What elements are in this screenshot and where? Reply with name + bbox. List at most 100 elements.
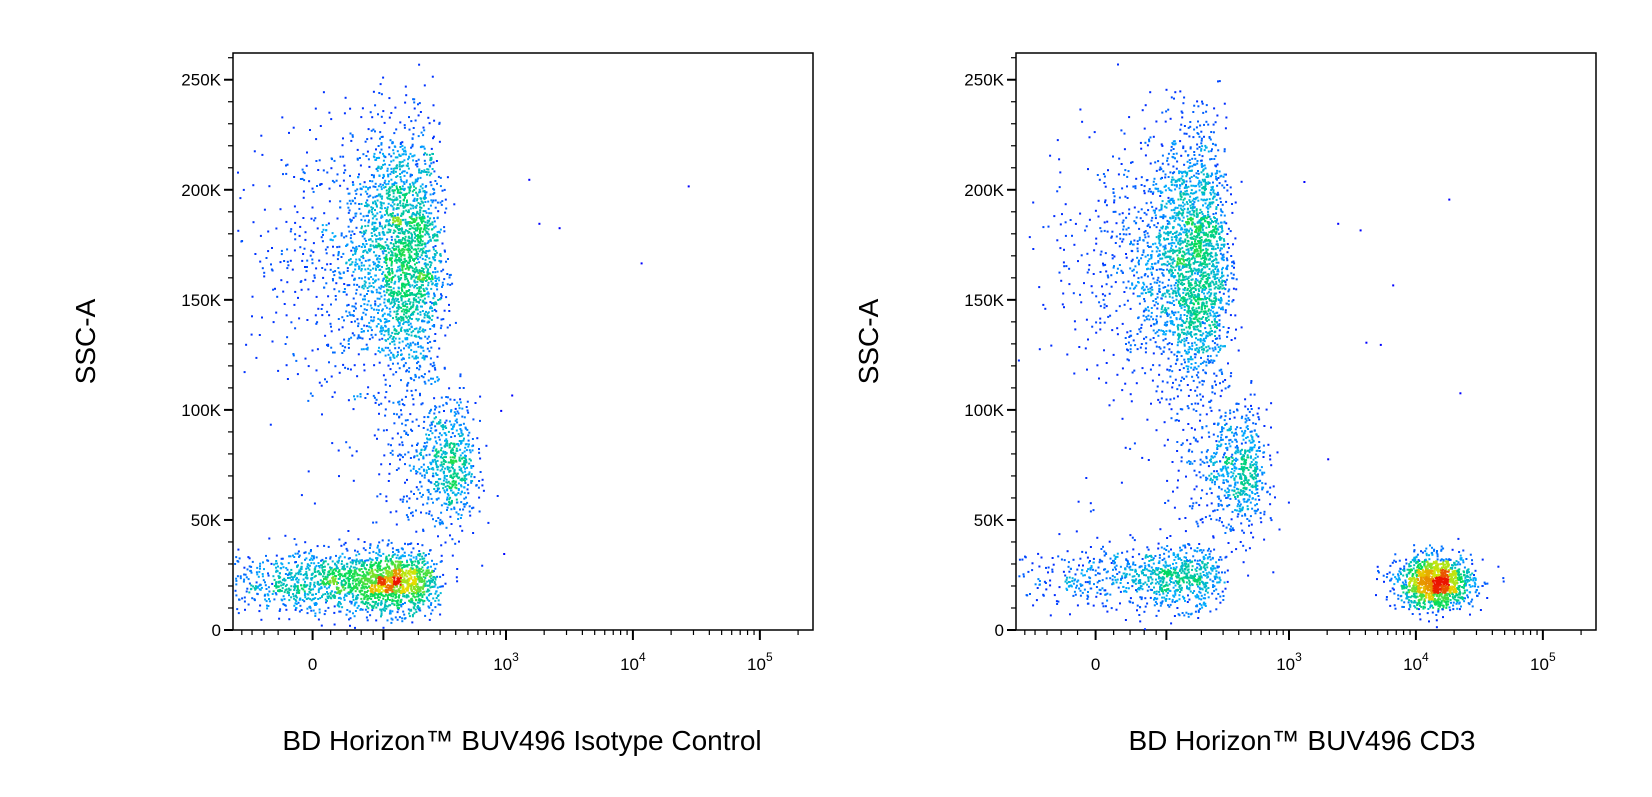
scatter-point [417,222,420,225]
scatter-point [418,224,421,227]
scatter-point [381,308,384,311]
scatter-point [383,290,386,293]
scatter-point [279,608,282,611]
scatter-point [373,251,375,254]
scatter-point [397,304,400,306]
scatter-point [445,452,448,455]
scatter-point [425,572,427,575]
scatter-point [402,585,405,588]
scatter-point [390,258,393,261]
scatter-point [389,342,391,345]
scatter-point [393,422,396,425]
scatter-point [448,420,451,423]
scatter-point [395,255,398,257]
scatter-point [351,582,354,585]
scatter-point [417,202,420,204]
scatter-point [273,578,276,581]
scatter-point [397,240,400,243]
scatter-point [253,587,256,590]
scatter-point [376,576,379,579]
scatter-point [359,591,362,594]
scatter-point [449,456,452,459]
scatter-point [385,219,388,222]
scatter-point [423,297,426,300]
scatter-point [371,180,374,183]
scatter-point [414,578,417,581]
scatter-point [434,268,437,270]
scatter-point [449,398,452,401]
scatter-point [359,193,362,196]
scatter-point [377,309,380,312]
scatter-point [268,590,271,593]
scatter-point [450,410,452,413]
scatter-point [414,343,417,346]
scatter-point [367,221,370,224]
scatter-point [416,569,418,572]
scatter-point [385,306,388,309]
scatter-point [381,279,384,282]
scatter-point [406,266,409,269]
scatter-point [446,442,449,445]
scatter-point [418,576,421,579]
scatter-point [366,601,369,604]
scatter-point [352,612,354,615]
scatter-point [413,583,416,586]
scatter-point [430,261,433,264]
scatter-point [319,573,322,576]
scatter-point [463,497,466,500]
scatter-point [344,574,347,577]
scatter-point [411,143,414,146]
scatter-point [338,475,340,478]
scatter-point [245,343,248,346]
scatter-point [331,278,334,280]
scatter-point [321,314,324,317]
scatter-point [412,606,415,609]
scatter-point [392,354,395,357]
scatter-point [405,303,407,306]
scatter-point [410,235,413,238]
scatter-point [455,418,458,421]
scatter-point [466,466,468,469]
scatter-point [354,580,357,583]
scatter-point [379,330,382,333]
scatter-point [346,572,349,575]
scatter-point [420,293,423,296]
scatter-point [405,308,408,311]
scatter-point [358,553,361,556]
scatter-point [403,347,405,350]
scatter-point [374,353,377,356]
scatter-point [440,447,443,450]
scatter-point [362,311,365,314]
scatter-point [363,181,366,184]
scatter-point [434,429,437,432]
scatter-point [433,220,436,223]
scatter-point [404,579,407,582]
scatter-point [418,274,421,277]
scatter-point [388,116,391,119]
scatter-point [401,251,404,254]
scatter-point [380,593,383,596]
scatter-point [459,459,462,462]
scatter-point [296,585,299,588]
scatter-point [409,574,412,577]
scatter-point [421,201,424,204]
scatter-point [373,233,376,236]
scatter-point [237,548,240,551]
scatter-point [362,153,365,156]
scatter-point [308,590,311,593]
scatter-point [417,331,420,334]
scatter-point [356,157,359,160]
scatter-point [410,587,413,590]
scatter-point [451,447,454,450]
scatter-point [321,558,324,561]
scatter-point [396,606,399,609]
scatter-point [432,420,435,423]
scatter-point [300,562,303,565]
scatter-point [401,620,404,623]
scatter-point [418,229,421,232]
scatter-point [402,603,404,605]
scatter-point [284,534,287,537]
scatter-point [381,326,384,329]
scatter-point [424,382,427,385]
